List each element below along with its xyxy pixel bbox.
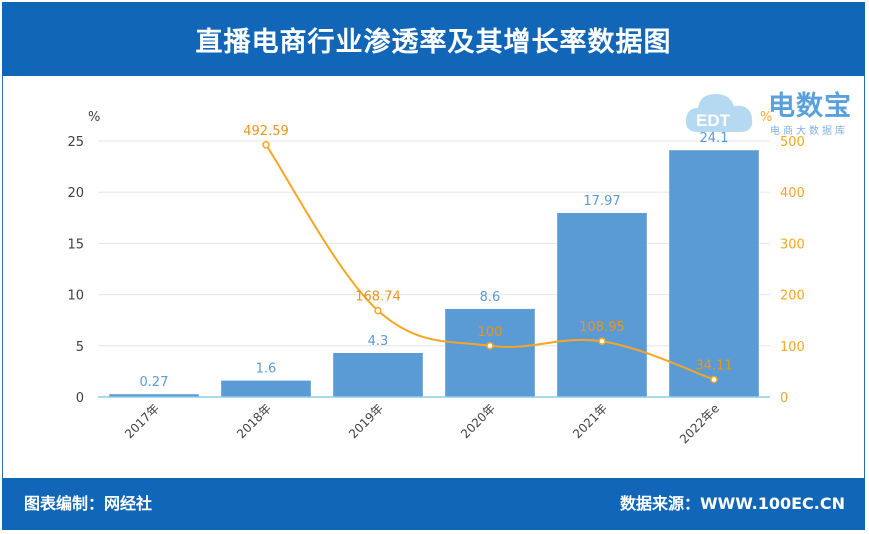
- y-right-tick-label: 200: [780, 289, 805, 304]
- line-data-label: 108.95: [579, 320, 625, 335]
- bar: [445, 308, 535, 397]
- bar-data-label: 8.6: [480, 290, 501, 305]
- y-right-tick-label: 100: [780, 340, 805, 355]
- cloud-logo-icon: EDT: [685, 94, 753, 132]
- y-right-tick-label: 400: [780, 186, 805, 201]
- x-tick-label: 2017年: [122, 401, 162, 441]
- bar: [109, 394, 199, 397]
- line-point: [374, 306, 382, 315]
- bar: [557, 212, 647, 397]
- title-bar: 直播电商行业渗透率及其增长率数据图: [2, 2, 865, 76]
- line-point: [598, 337, 606, 345]
- bar: [669, 150, 759, 397]
- bar-data-label: 17.97: [583, 194, 620, 209]
- line-point: [486, 342, 494, 350]
- bar-data-label: 0.27: [140, 375, 169, 390]
- growth-rate-line: [265, 144, 715, 381]
- chart-title: 直播电商行业渗透率及其增长率数据图: [195, 26, 672, 58]
- line-data-label: 168.74: [355, 290, 401, 305]
- logo-badge: EDT: [696, 111, 731, 130]
- logo-sub-text: 电商大数据库: [770, 126, 848, 137]
- line-data-label: 34.11: [695, 359, 732, 374]
- logo-main-text: 电数宝: [768, 91, 852, 122]
- y-left-tick-label: 0: [76, 391, 84, 406]
- y-right-unit: %: [760, 110, 772, 125]
- x-tick-label: 2019年: [346, 401, 386, 441]
- y-left-tick-label: 25: [67, 135, 84, 150]
- y-right-tick-label: 300: [780, 237, 805, 252]
- x-tick-label: 2022年e: [677, 401, 722, 446]
- bar-data-label: 4.3: [368, 334, 389, 349]
- line-data-label: 100: [478, 325, 503, 340]
- y-right-tick-label: 500: [780, 135, 805, 150]
- y-left-tick-label: 5: [76, 340, 84, 355]
- y-left-tick-label: 20: [67, 186, 84, 201]
- y-left-tick-label: 15: [67, 237, 84, 252]
- x-tick-label: 2018年: [234, 401, 274, 441]
- footer-source: 数据来源：WWW.100EC.CN: [619, 494, 845, 513]
- line-data-label: 492.59: [243, 124, 289, 139]
- bar: [333, 352, 423, 397]
- x-tick-label: 2021年: [570, 401, 610, 441]
- y-left-tick-label: 10: [67, 289, 84, 304]
- y-left-unit: %: [88, 110, 100, 125]
- line-point: [262, 141, 270, 149]
- footer-bar: 图表编制：网经社 数据来源：WWW.100EC.CN: [2, 478, 865, 530]
- footer-credit: 图表编制：网经社: [24, 494, 153, 513]
- bar-data-label: 24.1: [700, 131, 729, 146]
- logo: EDT 电数宝 电商大数据库: [680, 84, 869, 146]
- line-point: [710, 375, 718, 384]
- x-tick-label: 2020年: [458, 401, 498, 441]
- bar: [221, 380, 311, 397]
- y-right-tick-label: 0: [780, 391, 788, 406]
- bar-data-label: 1.6: [256, 362, 277, 377]
